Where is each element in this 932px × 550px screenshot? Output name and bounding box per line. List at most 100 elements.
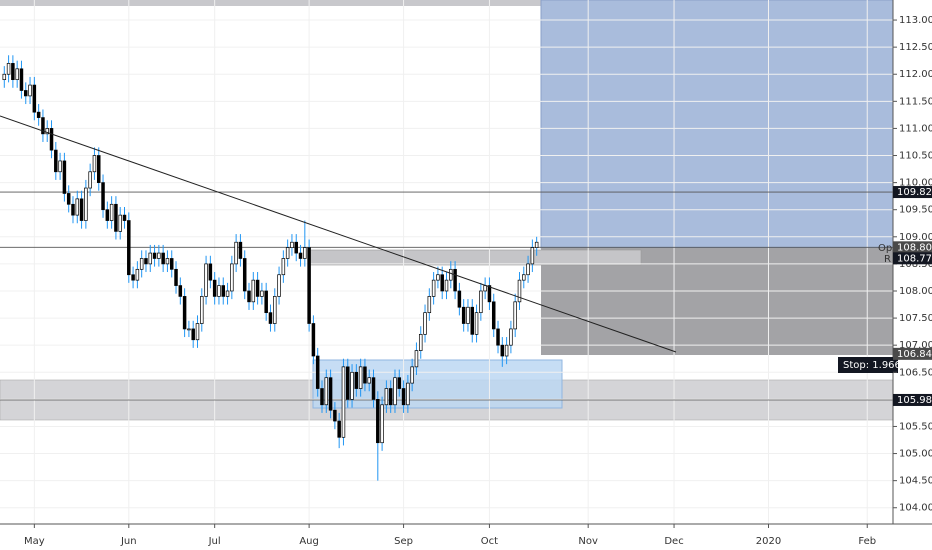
candle-body <box>294 241 298 254</box>
candle-body <box>165 258 170 265</box>
trendline <box>0 115 677 353</box>
candle-body <box>277 274 281 297</box>
candle-body <box>496 328 500 346</box>
candle-body <box>75 198 80 216</box>
candle-body <box>122 214 127 221</box>
position-label: R <box>884 254 891 265</box>
candle-body <box>303 247 307 259</box>
candle-body <box>84 187 88 221</box>
candle-body <box>376 399 380 444</box>
candle-body <box>187 328 191 331</box>
candle-body <box>200 296 204 324</box>
x-tick-label: Nov <box>578 536 598 547</box>
candle-body <box>62 160 67 194</box>
candle-body <box>500 344 505 357</box>
candle-body <box>513 301 517 330</box>
y-tick-label: 105.000 <box>899 449 932 460</box>
y-tick-label: 110.000 <box>899 178 932 189</box>
candle-body <box>466 306 470 324</box>
candle-body <box>79 198 84 221</box>
candle-body <box>522 274 526 281</box>
candle-body <box>350 371 354 400</box>
candle-body <box>414 350 419 368</box>
candle-body <box>461 306 466 324</box>
candle-body <box>410 366 414 384</box>
candle-body <box>418 333 423 351</box>
y-tick-label: 113.000 <box>899 15 932 26</box>
y-tick-label: 104.500 <box>899 476 932 487</box>
candle-body <box>427 296 432 314</box>
candle-body <box>114 203 118 232</box>
candle-body <box>474 312 479 335</box>
candle-body <box>341 366 346 438</box>
candle-body <box>66 193 71 205</box>
y-tick-label: 104.000 <box>899 503 932 514</box>
candle-body <box>11 63 15 81</box>
x-tick-label: Feb <box>858 536 876 547</box>
candle-body <box>307 247 311 324</box>
candle-body <box>264 290 268 314</box>
candle-body <box>380 404 384 444</box>
x-tick-label: Aug <box>299 536 319 547</box>
candle-body <box>371 377 376 400</box>
candle-body <box>88 171 92 189</box>
candle-body <box>479 290 483 314</box>
candle-body <box>152 252 157 259</box>
candle-body <box>367 377 371 384</box>
price-tag-label: 108.776 <box>897 253 932 264</box>
candle-body <box>41 117 45 135</box>
x-tick-label: 2020 <box>756 536 781 547</box>
candle-body <box>311 323 316 357</box>
y-tick-label: 106.500 <box>899 367 932 378</box>
candle-body <box>225 290 230 297</box>
candle-body <box>517 279 522 303</box>
candle-body <box>28 84 32 97</box>
candle-body <box>191 328 195 341</box>
candle-body <box>109 203 114 221</box>
y-tick-label: 107.000 <box>899 340 932 351</box>
plot <box>0 0 893 524</box>
candle-body <box>178 285 183 297</box>
x-tick-label: Sep <box>394 536 413 547</box>
candle-body <box>148 252 153 265</box>
candle-body <box>32 84 37 113</box>
candle-body <box>346 366 350 400</box>
candle-body <box>2 73 7 81</box>
candle-body <box>127 220 131 276</box>
candle-body <box>534 241 539 248</box>
zone-resistance <box>307 249 642 266</box>
x-tick-label: May <box>24 536 45 547</box>
position-label: Op <box>878 243 892 254</box>
candle-body <box>333 409 337 422</box>
stop-label: Stop: 1.966 <box>843 360 901 371</box>
price-tag <box>893 252 932 265</box>
candle-body <box>131 274 135 281</box>
candle-body <box>217 285 221 297</box>
y-tick-label: 105.500 <box>899 421 932 432</box>
candle-body <box>388 388 393 406</box>
y-tick-label: 111.500 <box>899 96 932 107</box>
candle-body <box>169 258 174 270</box>
candle-body <box>49 128 54 151</box>
candle-body <box>354 371 359 389</box>
candle-body <box>470 306 475 335</box>
candle-body <box>431 279 436 297</box>
price-tag-label: 105.989 <box>897 395 932 406</box>
candle-body <box>195 323 200 341</box>
x-tick-label: Jun <box>120 536 137 547</box>
y-tick-label: 108.500 <box>899 259 932 270</box>
candle-body <box>453 268 457 292</box>
candle-body <box>15 68 19 81</box>
candle-body <box>436 274 440 281</box>
candle-body <box>504 344 509 357</box>
candle-body <box>363 366 367 384</box>
candle-body <box>6 63 11 75</box>
stop-tag <box>838 357 898 373</box>
candle-body <box>135 268 140 281</box>
candle-body <box>238 241 243 259</box>
candle-body <box>483 285 487 292</box>
candle-body <box>337 420 341 438</box>
candle-body <box>268 312 273 324</box>
candle-body <box>423 312 427 335</box>
candle-body <box>234 241 238 265</box>
